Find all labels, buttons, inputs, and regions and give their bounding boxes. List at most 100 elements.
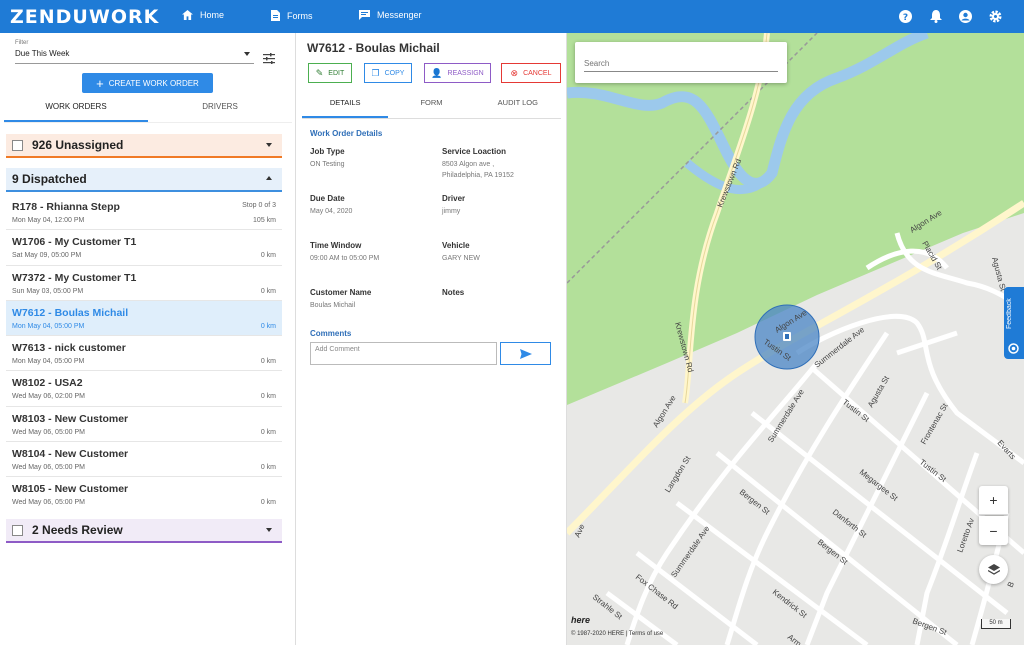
order-title: R178 - Rhianna Stepp (12, 201, 120, 213)
order-stop: Stop 0 of 3 (242, 202, 276, 209)
group-count: 9 (12, 172, 19, 186)
field-label: Job Type (310, 147, 345, 156)
field-time-window: Time Window 09:00 AM to 05:00 PM (310, 241, 379, 264)
group-label: Needs Review (42, 523, 123, 537)
nav-messenger[interactable]: Messenger (359, 10, 422, 20)
copy-button[interactable]: ❐ COPY (364, 63, 412, 83)
street-label: Strahle St (591, 592, 625, 621)
field-label: Notes (442, 288, 465, 297)
zoom-out-button[interactable]: − (979, 516, 1008, 545)
group-dispatched[interactable]: 9 Dispatched (6, 168, 282, 192)
account-icon[interactable] (957, 8, 974, 25)
order-row[interactable]: W7613 - nick customer Mon May 04, 05:00 … (6, 336, 282, 372)
caret-down-icon[interactable] (266, 528, 272, 532)
person-icon: 👤 (431, 67, 443, 78)
field-label: Due Date (310, 194, 345, 203)
create-work-order-label: CREATE WORK ORDER (108, 78, 199, 88)
map-view[interactable]: Krewstown Rd Krewstown Rd Algon Ave Algo… (567, 33, 1024, 645)
field-due-date: Due Date May 04, 2020 (310, 194, 352, 217)
street-label: Tustin St (918, 457, 949, 484)
order-row-selected[interactable]: W7612 - Boulas Michail Mon May 04, 05:00… (6, 300, 282, 337)
nav-home[interactable]: Home (182, 10, 224, 20)
group-count: 2 (32, 523, 39, 537)
send-icon (519, 348, 532, 359)
order-row[interactable]: W8105 - New Customer Wed May 06, 05:00 P… (6, 477, 282, 512)
order-row[interactable]: W7372 - My Customer T1 Sun May 03, 05:00… (6, 266, 282, 301)
order-distance: 0 km (260, 252, 276, 260)
nav-forms[interactable]: Forms (271, 10, 313, 21)
map-layers-button[interactable] (979, 555, 1008, 584)
notifications-icon[interactable] (927, 8, 944, 25)
create-work-order-button[interactable]: + CREATE WORK ORDER (82, 73, 213, 93)
left-tabs: WORK ORDERS DRIVERS (4, 99, 292, 123)
tab-drivers[interactable]: DRIVERS (202, 102, 238, 111)
form-icon (271, 10, 280, 21)
group-label: Unassigned (55, 138, 124, 152)
layers-icon (987, 564, 1000, 575)
home-icon (182, 10, 193, 20)
tab-audit-log[interactable]: AUDIT LOG (497, 98, 538, 107)
order-title: W7372 - My Customer T1 (12, 271, 137, 284)
field-label: Time Window (310, 241, 362, 250)
detail-title: W7612 - Boulas Michail (307, 41, 440, 55)
street-label: Evarts (996, 438, 1018, 461)
app-logo[interactable]: ZENDUWORK (10, 5, 160, 28)
order-date: Wed May 06, 05:00 PM (12, 428, 86, 436)
nav-forms-label: Forms (287, 10, 313, 21)
filter-label: Filter (15, 40, 29, 46)
feedback-tab[interactable]: Feedback (1004, 287, 1024, 359)
group-unassigned[interactable]: 926 Unassigned (6, 134, 282, 158)
cancel-button[interactable]: ⊗ CANCEL (501, 63, 561, 83)
order-title: W8102 - USA2 (12, 377, 83, 390)
zoom-in-button[interactable]: + (979, 486, 1008, 515)
order-distance: 105 km (253, 217, 276, 224)
comment-input[interactable]: Add Comment (310, 342, 497, 365)
nav-home-label: Home (200, 10, 225, 20)
edit-button[interactable]: ✎ EDIT (308, 63, 352, 83)
caret-down-icon[interactable] (266, 143, 272, 147)
reassign-label: REASSIGN (447, 69, 484, 77)
order-distance: 0 km (260, 393, 276, 401)
order-date: Sat May 09, 05:00 PM (12, 252, 82, 260)
filter-select[interactable]: Due This Week (15, 49, 254, 64)
tab-work-orders[interactable]: WORK ORDERS (4, 99, 148, 122)
send-comment-button[interactable] (500, 342, 551, 365)
tab-form[interactable]: FORM (420, 98, 443, 107)
settings-icon[interactable] (987, 8, 1004, 25)
feedback-label: Feedback (1006, 298, 1013, 330)
field-job-type: Job Type ON Testing (310, 147, 345, 170)
section-title: Work Order Details (310, 129, 383, 138)
here-logo: here (571, 615, 591, 625)
order-row[interactable]: W8104 - New Customer Wed May 06, 05:00 P… (6, 442, 282, 478)
field-notes: Notes (442, 288, 464, 297)
field-label: Service Loaction (442, 147, 507, 156)
order-row[interactable]: R178 - Rhianna Stepp Mon May 04, 12:00 P… (6, 195, 282, 231)
reassign-button[interactable]: 👤 REASSIGN (424, 63, 491, 83)
group-checkbox[interactable] (12, 524, 23, 536)
field-value: May 04, 2020 (310, 208, 353, 215)
group-checkbox[interactable] (12, 139, 23, 151)
copy-label: COPY (384, 69, 405, 77)
map-copyright[interactable]: © 1987-2020 HERE | Terms of use (571, 631, 664, 637)
caret-down-icon (244, 52, 250, 56)
order-date: Mon May 04, 05:00 PM (12, 358, 85, 366)
address-line1: 8503 Algon ave , (442, 161, 495, 168)
copy-icon: ❐ (371, 67, 380, 78)
group-needs-review[interactable]: 2 Needs Review (6, 519, 282, 543)
order-row[interactable]: W1706 - My Customer T1 Sat May 09, 05:00… (6, 230, 282, 266)
field-value: jimmy (442, 208, 461, 215)
help-icon[interactable]: ? (897, 8, 914, 25)
tab-details[interactable]: DETAILS (302, 92, 389, 118)
message-icon (359, 10, 370, 20)
order-row[interactable]: W8102 - USA2 Wed May 06, 02:00 PM 0 km (6, 371, 282, 407)
cancel-icon: ⊗ (510, 67, 519, 78)
order-title: W8105 - New Customer (12, 483, 129, 496)
field-label: Driver (442, 194, 466, 203)
order-date: Mon May 04, 12:00 PM (12, 217, 85, 224)
caret-up-icon[interactable] (266, 176, 272, 180)
map-search-input[interactable] (584, 56, 778, 72)
tune-icon[interactable] (263, 51, 275, 69)
street-label: Summerdale Ave (669, 524, 712, 579)
order-row[interactable]: W8103 - New Customer Wed May 06, 05:00 P… (6, 407, 282, 443)
field-value: GARY NEW (442, 255, 480, 262)
